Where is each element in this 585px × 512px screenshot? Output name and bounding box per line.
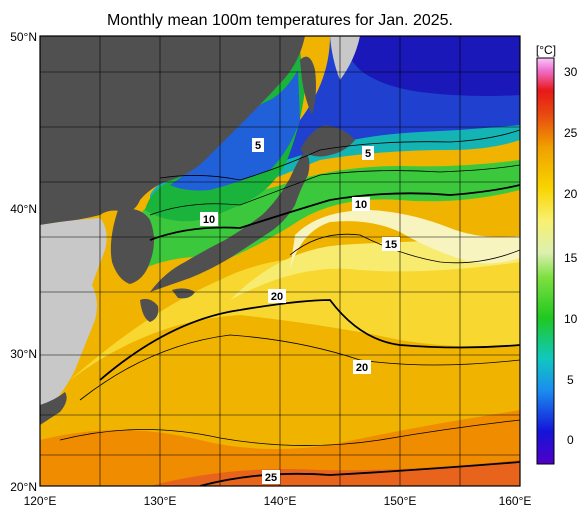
lon-label: 140°E [264,494,297,508]
isotherm-lines [59,129,520,446]
colorbar-tick: 30 [564,65,578,79]
lon-label: 120°E [24,494,57,508]
land-okhotsk-ice [330,36,360,80]
colorbar-gradient [536,57,555,465]
lat-label: 50°N [10,30,37,44]
contour-label: 5 [365,148,371,160]
lon-label: 130°E [144,494,177,508]
ocean-pale-zone [290,210,520,270]
land-hokkaido [300,125,355,157]
colorbar: [°C] 30 25 20 15 10 5 0 [536,43,578,465]
land-china [40,218,107,405]
lat-label: 40°N [10,202,37,216]
contour-label: 10 [355,199,367,211]
colorbar-tick: 20 [564,187,578,201]
lon-label: 150°E [384,494,417,508]
land-asia-north [40,36,305,225]
colorbar-tick: 5 [567,373,574,387]
longitude-axis: 120°E 130°E 140°E 150°E 160°E [24,494,532,508]
colorbar-tick: 0 [567,433,574,447]
contour-label: 5 [255,140,261,152]
ocean-hottest-band [150,460,520,486]
isotherm-major-lines [99,184,520,486]
contour-label: 10 [203,214,215,226]
map-frame [39,35,521,487]
lon-label: 160°E [499,494,532,508]
land-kyushu [140,298,159,322]
contour-label: 20 [271,291,283,303]
land-korea [110,208,154,284]
colorbar-tick: 25 [564,126,578,140]
ocean-light-yellow-zone [230,240,520,300]
colorbar-tick: 10 [564,312,578,326]
lat-label: 30°N [10,347,37,361]
ocean-deep-blue-zone [340,36,520,96]
land-shikoku [172,288,195,299]
land-sakhalin [300,56,316,115]
latitude-axis: 50°N 40°N 30°N 20°N [10,30,37,494]
map-title: Monthly mean 100m temperatures for Jan. … [107,12,453,29]
lat-label: 20°N [10,480,37,494]
contour-label: 20 [356,362,368,374]
contour-label: 25 [265,472,277,484]
map-area: 5 5 10 10 15 20 20 25 [40,36,520,486]
land-taiwan-coast [40,392,67,425]
contour-label: 15 [385,239,397,251]
colorbar-unit: [°C] [536,43,556,57]
contour-labels: 5 5 10 10 15 20 20 25 [200,138,400,484]
land-honshu [150,150,310,292]
colorbar-tick: 15 [564,251,578,265]
ocean-yellow-zone [70,250,520,380]
graticule [40,36,520,486]
